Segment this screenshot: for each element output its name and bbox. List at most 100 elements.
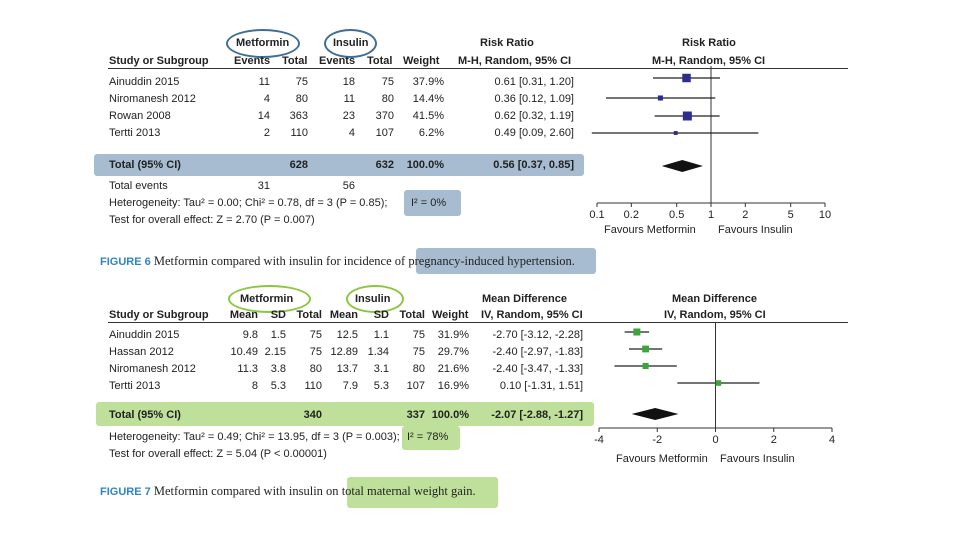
total-events-label: Total events bbox=[109, 180, 168, 192]
total-a: 75 bbox=[295, 76, 308, 88]
x-tick-label: 2 bbox=[771, 434, 777, 446]
mean-b: 7.9 bbox=[342, 380, 358, 392]
i2-text: I² = 78% bbox=[407, 431, 449, 443]
weight: 37.9% bbox=[412, 76, 444, 88]
total-a: 75 bbox=[309, 329, 322, 341]
events-b: 23 bbox=[342, 110, 355, 122]
study-marker bbox=[682, 73, 691, 83]
caption-highlight bbox=[416, 248, 596, 274]
weight: 41.5% bbox=[412, 110, 444, 122]
header-plot-method: M-H, Random, 95% CI bbox=[652, 55, 766, 67]
total-a: 340 bbox=[303, 409, 322, 421]
x-tick-label: 0.2 bbox=[624, 209, 639, 221]
study-name: Niromanesh 2012 bbox=[109, 363, 196, 375]
total-b: 75 bbox=[381, 76, 394, 88]
sd-b: 5.3 bbox=[373, 380, 389, 392]
total-events-b: 56 bbox=[342, 180, 355, 192]
study-name: Tertti 2013 bbox=[109, 380, 161, 392]
mean-a: 8 bbox=[251, 380, 258, 392]
header-mean-b: Mean bbox=[329, 309, 358, 321]
sd-a: 2.15 bbox=[264, 346, 286, 358]
study-marker bbox=[642, 362, 649, 370]
total-events-a: 31 bbox=[257, 180, 270, 192]
favours-left: Favours Metformin bbox=[616, 453, 708, 465]
sd-b: 1.1 bbox=[373, 329, 389, 341]
header-mean-a: Mean bbox=[229, 309, 258, 321]
x-tick-label: 1 bbox=[708, 209, 714, 221]
header-total-a: Total bbox=[282, 55, 308, 67]
insulin-circle-annotation bbox=[346, 285, 404, 313]
caption-highlight-text: total maternal weight gain bbox=[341, 484, 473, 498]
plot-title: Mean Difference bbox=[672, 293, 757, 305]
effect-ci: 0.49 [0.09, 2.60] bbox=[494, 127, 574, 139]
overall-effect-text: Test for overall effect: Z = 5.04 (P < 0… bbox=[109, 448, 327, 460]
total-ci: 0.56 [0.37, 0.85] bbox=[493, 159, 574, 171]
events-a: 11 bbox=[258, 76, 270, 88]
x-tick-label: 0.1 bbox=[589, 209, 604, 221]
total-label: Total (95% CI) bbox=[109, 409, 181, 421]
events-a: 4 bbox=[263, 93, 270, 105]
x-tick-label: 2 bbox=[742, 209, 748, 221]
total-b: 80 bbox=[412, 363, 425, 375]
caption-text: Metformin compared with insulin for inci… bbox=[153, 254, 406, 268]
header-total-b: Total bbox=[367, 55, 393, 67]
i2-highlight bbox=[402, 426, 460, 450]
total-b: 75 bbox=[412, 346, 425, 358]
effect-ci: -2.40 [-2.97, -1.83] bbox=[492, 346, 584, 358]
header-total-a: Total bbox=[296, 309, 322, 321]
total-a: 75 bbox=[309, 346, 322, 358]
x-tick-label: 10 bbox=[819, 209, 831, 221]
total-a: 80 bbox=[295, 93, 308, 105]
header-effect-method: IV, Random, 95% CI bbox=[481, 309, 583, 321]
header-study: Study or Subgroup bbox=[109, 309, 209, 321]
favours-right: Favours Insulin bbox=[720, 453, 795, 465]
weight: 21.6% bbox=[437, 363, 469, 375]
study-name: Rowan 2008 bbox=[109, 110, 171, 122]
header-events-b: Events bbox=[319, 55, 356, 67]
total-b: 80 bbox=[381, 93, 394, 105]
x-tick-label: -2 bbox=[652, 434, 662, 446]
events-b: 4 bbox=[348, 127, 355, 139]
total-a: 363 bbox=[289, 110, 308, 122]
header-plot-method: IV, Random, 95% CI bbox=[664, 309, 766, 321]
insulin-circle-annotation bbox=[324, 29, 377, 58]
total-a: 628 bbox=[289, 159, 308, 171]
overall-effect-text: Test for overall effect: Z = 2.70 (P = 0… bbox=[109, 214, 315, 226]
events-a: 14 bbox=[257, 110, 270, 122]
header-weight: Weight bbox=[432, 309, 469, 321]
effect-ci: 0.36 [0.12, 1.09] bbox=[494, 93, 574, 105]
header-events-a: Events bbox=[234, 55, 271, 67]
group-a-label: Metformin bbox=[236, 37, 290, 49]
header-rule bbox=[108, 68, 848, 69]
study-marker bbox=[715, 380, 722, 386]
caption-end: . bbox=[472, 484, 476, 498]
weight: 14.4% bbox=[412, 93, 444, 105]
effect-title: Risk Ratio bbox=[480, 37, 534, 49]
mean-a: 10.49 bbox=[230, 346, 258, 358]
weight: 31.9% bbox=[437, 329, 469, 341]
effect-ci: -2.70 [-3.12, -2.28] bbox=[492, 329, 584, 341]
weight: 16.9% bbox=[437, 380, 469, 392]
figure-caption: FIGURE 6 Metformin compared with insulin… bbox=[100, 254, 575, 270]
total-b: 75 bbox=[412, 329, 425, 341]
metformin-circle-annotation bbox=[228, 285, 311, 313]
study-marker bbox=[673, 131, 678, 135]
header-sd-b: SD bbox=[373, 309, 389, 321]
total-a: 80 bbox=[309, 363, 322, 375]
group-b-label: Insulin bbox=[333, 37, 369, 49]
x-tick-label: 0.5 bbox=[669, 209, 684, 221]
effect-ci: -2.40 [-3.47, -1.33] bbox=[492, 363, 584, 375]
mean-b: 12.5 bbox=[336, 329, 358, 341]
sd-b: 1.34 bbox=[367, 346, 389, 358]
metformin-circle-annotation bbox=[226, 29, 300, 58]
plot-title: Risk Ratio bbox=[682, 37, 736, 49]
total-row-highlight bbox=[94, 154, 584, 176]
total-weight: 100.0% bbox=[431, 409, 469, 421]
events-b: 11 bbox=[343, 93, 355, 105]
total-row-highlight bbox=[96, 402, 594, 426]
total-b: 107 bbox=[406, 380, 425, 392]
caption-label: FIGURE 7 bbox=[100, 486, 151, 498]
total-b: 337 bbox=[406, 409, 425, 421]
total-weight: 100.0% bbox=[406, 159, 444, 171]
header-total-b: Total bbox=[399, 309, 425, 321]
